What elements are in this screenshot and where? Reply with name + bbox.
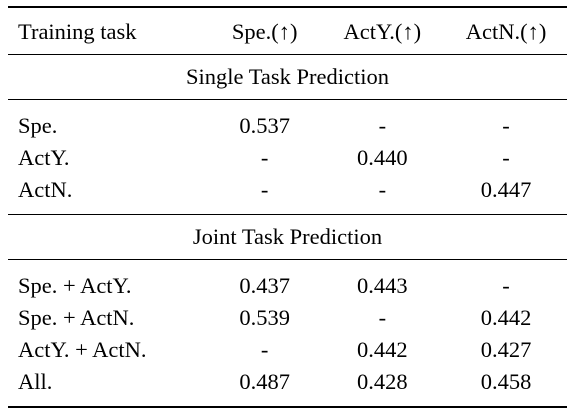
row-spe: - — [260, 336, 269, 362]
row-spe-best: 0.539 — [239, 304, 290, 330]
row-actn: 0.427 — [480, 336, 532, 362]
row-task: All. — [8, 366, 210, 408]
section-title-row: Joint Task Prediction — [8, 214, 567, 260]
table-row: All. 0.487 0.428 0.458 — [8, 366, 567, 408]
row-task: Spe. + ActY. — [8, 259, 210, 302]
header-actn: ActN.(↑) — [445, 6, 567, 55]
header-training-task: Training task — [8, 6, 210, 55]
row-task: ActN. — [18, 176, 73, 202]
row-acty: 0.428 — [319, 366, 446, 408]
row-task: ActY. + ActN. — [18, 336, 147, 362]
row-spe: - — [260, 144, 269, 170]
table-row: ActY. + ActN. - 0.442 0.427 — [8, 334, 567, 366]
row-acty: - — [378, 176, 387, 202]
row-actn: - — [445, 99, 567, 142]
table-row: Spe. + ActN. 0.539 - 0.442 — [8, 302, 567, 334]
row-actn: 0.447 — [480, 176, 532, 202]
header-spe: Spe.(↑) — [209, 6, 320, 55]
row-acty-best: 0.443 — [319, 259, 446, 302]
table-row: ActN. - - 0.447 — [8, 174, 567, 215]
section-title-joint: Joint Task Prediction — [8, 214, 567, 260]
row-task: Spe. + ActN. — [18, 304, 135, 330]
row-spe: 0.487 — [209, 366, 320, 408]
section-title-single: Single Task Prediction — [8, 54, 567, 100]
row-acty: 0.442 — [357, 336, 408, 362]
row-actn: - — [502, 144, 510, 170]
table-row: Spe. 0.537 - - — [8, 99, 567, 142]
header-row: Training task Spe.(↑) ActY.(↑) ActN.(↑) — [8, 6, 567, 55]
table-row: ActY. - 0.440 - — [8, 142, 567, 174]
row-task: ActY. — [18, 144, 70, 170]
row-acty: - — [378, 304, 387, 330]
row-task: Spe. — [8, 99, 210, 142]
row-spe: - — [260, 176, 269, 202]
row-actn-best: 0.458 — [445, 366, 567, 408]
section-title-row: Single Task Prediction — [8, 54, 567, 100]
row-acty: - — [319, 99, 446, 142]
header-acty: ActY.(↑) — [319, 6, 446, 55]
row-actn: - — [445, 259, 567, 302]
row-spe: 0.437 — [209, 259, 320, 302]
results-table: Training task Spe.(↑) ActY.(↑) ActN.(↑) … — [8, 6, 567, 408]
table-row: Spe. + ActY. 0.437 0.443 - — [8, 259, 567, 302]
row-spe: 0.537 — [209, 99, 320, 142]
row-actn: 0.442 — [480, 304, 532, 330]
row-acty: 0.440 — [357, 144, 408, 170]
